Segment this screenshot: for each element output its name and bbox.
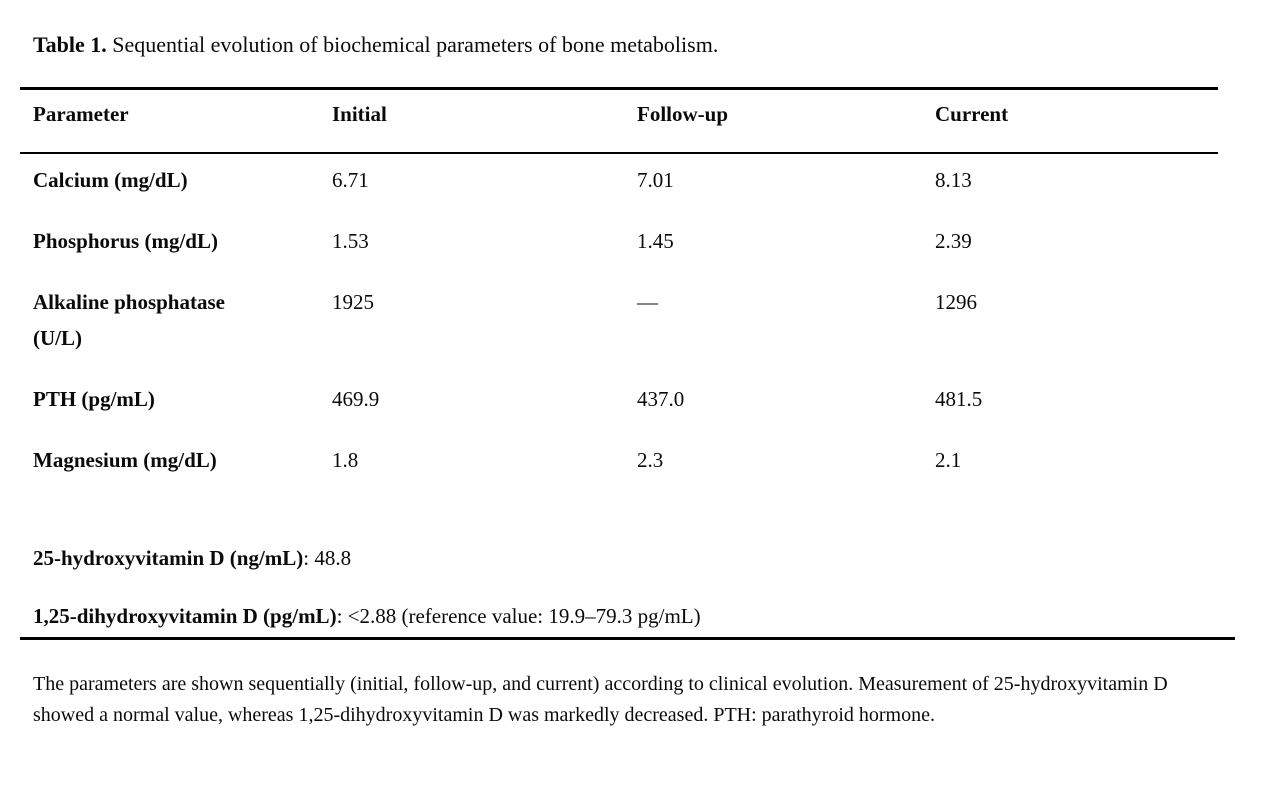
value-follow-up: —	[637, 290, 658, 314]
table-row-magnesium: Magnesium (mg/dL) 1.8 2.3 2.1	[20, 434, 1218, 495]
parameter-label: Alkaline phosphatase (U/L)	[33, 290, 225, 350]
value-follow-up: 437.0	[637, 387, 685, 411]
column-header-initial: Initial	[332, 88, 637, 154]
supplementary-value: : 48.8	[303, 546, 352, 570]
value-current: 8.13	[935, 168, 972, 192]
parameter-label: PTH (pg/mL)	[33, 387, 155, 411]
parameter-label: Calcium (mg/dL)	[33, 168, 188, 192]
value-initial: 6.71	[332, 168, 369, 192]
column-header-parameter: Parameter	[20, 88, 332, 154]
table-row-phosphorus: Phosphorus (mg/dL) 1.53 1.45 2.39	[20, 215, 1218, 276]
table-row-calcium: Calcium (mg/dL) 6.71 7.01 8.13	[20, 153, 1218, 215]
supplementary-value: : <2.88 (reference value: 19.9–79.3 pg/m…	[336, 604, 701, 628]
column-header-current: Current	[935, 88, 1218, 154]
value-initial: 1.8	[332, 448, 359, 472]
parameter-label: Phosphorus (mg/dL)	[33, 229, 218, 253]
table-header-row: Parameter Initial Follow-up Current	[20, 88, 1218, 154]
value-follow-up: 2.3	[637, 448, 664, 472]
value-initial: 1.53	[332, 229, 369, 253]
value-current: 1296	[935, 290, 977, 314]
table-caption: Table 1. Sequential evolution of biochem…	[33, 30, 1250, 60]
column-header-follow-up: Follow-up	[637, 88, 935, 154]
value-current: 481.5	[935, 387, 983, 411]
table-row-pth: PTH (pg/mL) 469.9 437.0 481.5	[20, 373, 1218, 434]
supplementary-label: 25-hydroxyvitamin D (ng/mL)	[33, 546, 304, 570]
value-follow-up: 1.45	[637, 229, 674, 253]
table-row-alkaline-phosphatase: Alkaline phosphatase (U/L) 1925 — 1296	[20, 276, 1218, 373]
value-current: 2.1	[935, 448, 962, 472]
table-bottom-rule	[20, 637, 1235, 640]
value-initial: 1925	[332, 290, 374, 314]
parameters-table: Parameter Initial Follow-up Current Calc…	[20, 87, 1218, 495]
value-follow-up: 7.01	[637, 168, 674, 192]
table-caption-text: Sequential evolution of biochemical para…	[106, 32, 719, 57]
table-footnote: The parameters are shown sequentially (i…	[33, 673, 1168, 726]
supplementary-line-1-25-dihydroxyvitamin-d: 1,25-dihydroxyvitamin D (pg/mL): <2.88 (…	[33, 603, 1250, 629]
supplementary-line-25-hydroxyvitamin-d: 25-hydroxyvitamin D (ng/mL): 48.8	[33, 545, 1250, 571]
value-initial: 469.9	[332, 387, 380, 411]
parameter-label: Magnesium (mg/dL)	[33, 448, 217, 472]
table-caption-number: Table 1.	[33, 32, 107, 57]
supplementary-label: 1,25-dihydroxyvitamin D (pg/mL)	[33, 604, 337, 628]
value-current: 2.39	[935, 229, 972, 253]
